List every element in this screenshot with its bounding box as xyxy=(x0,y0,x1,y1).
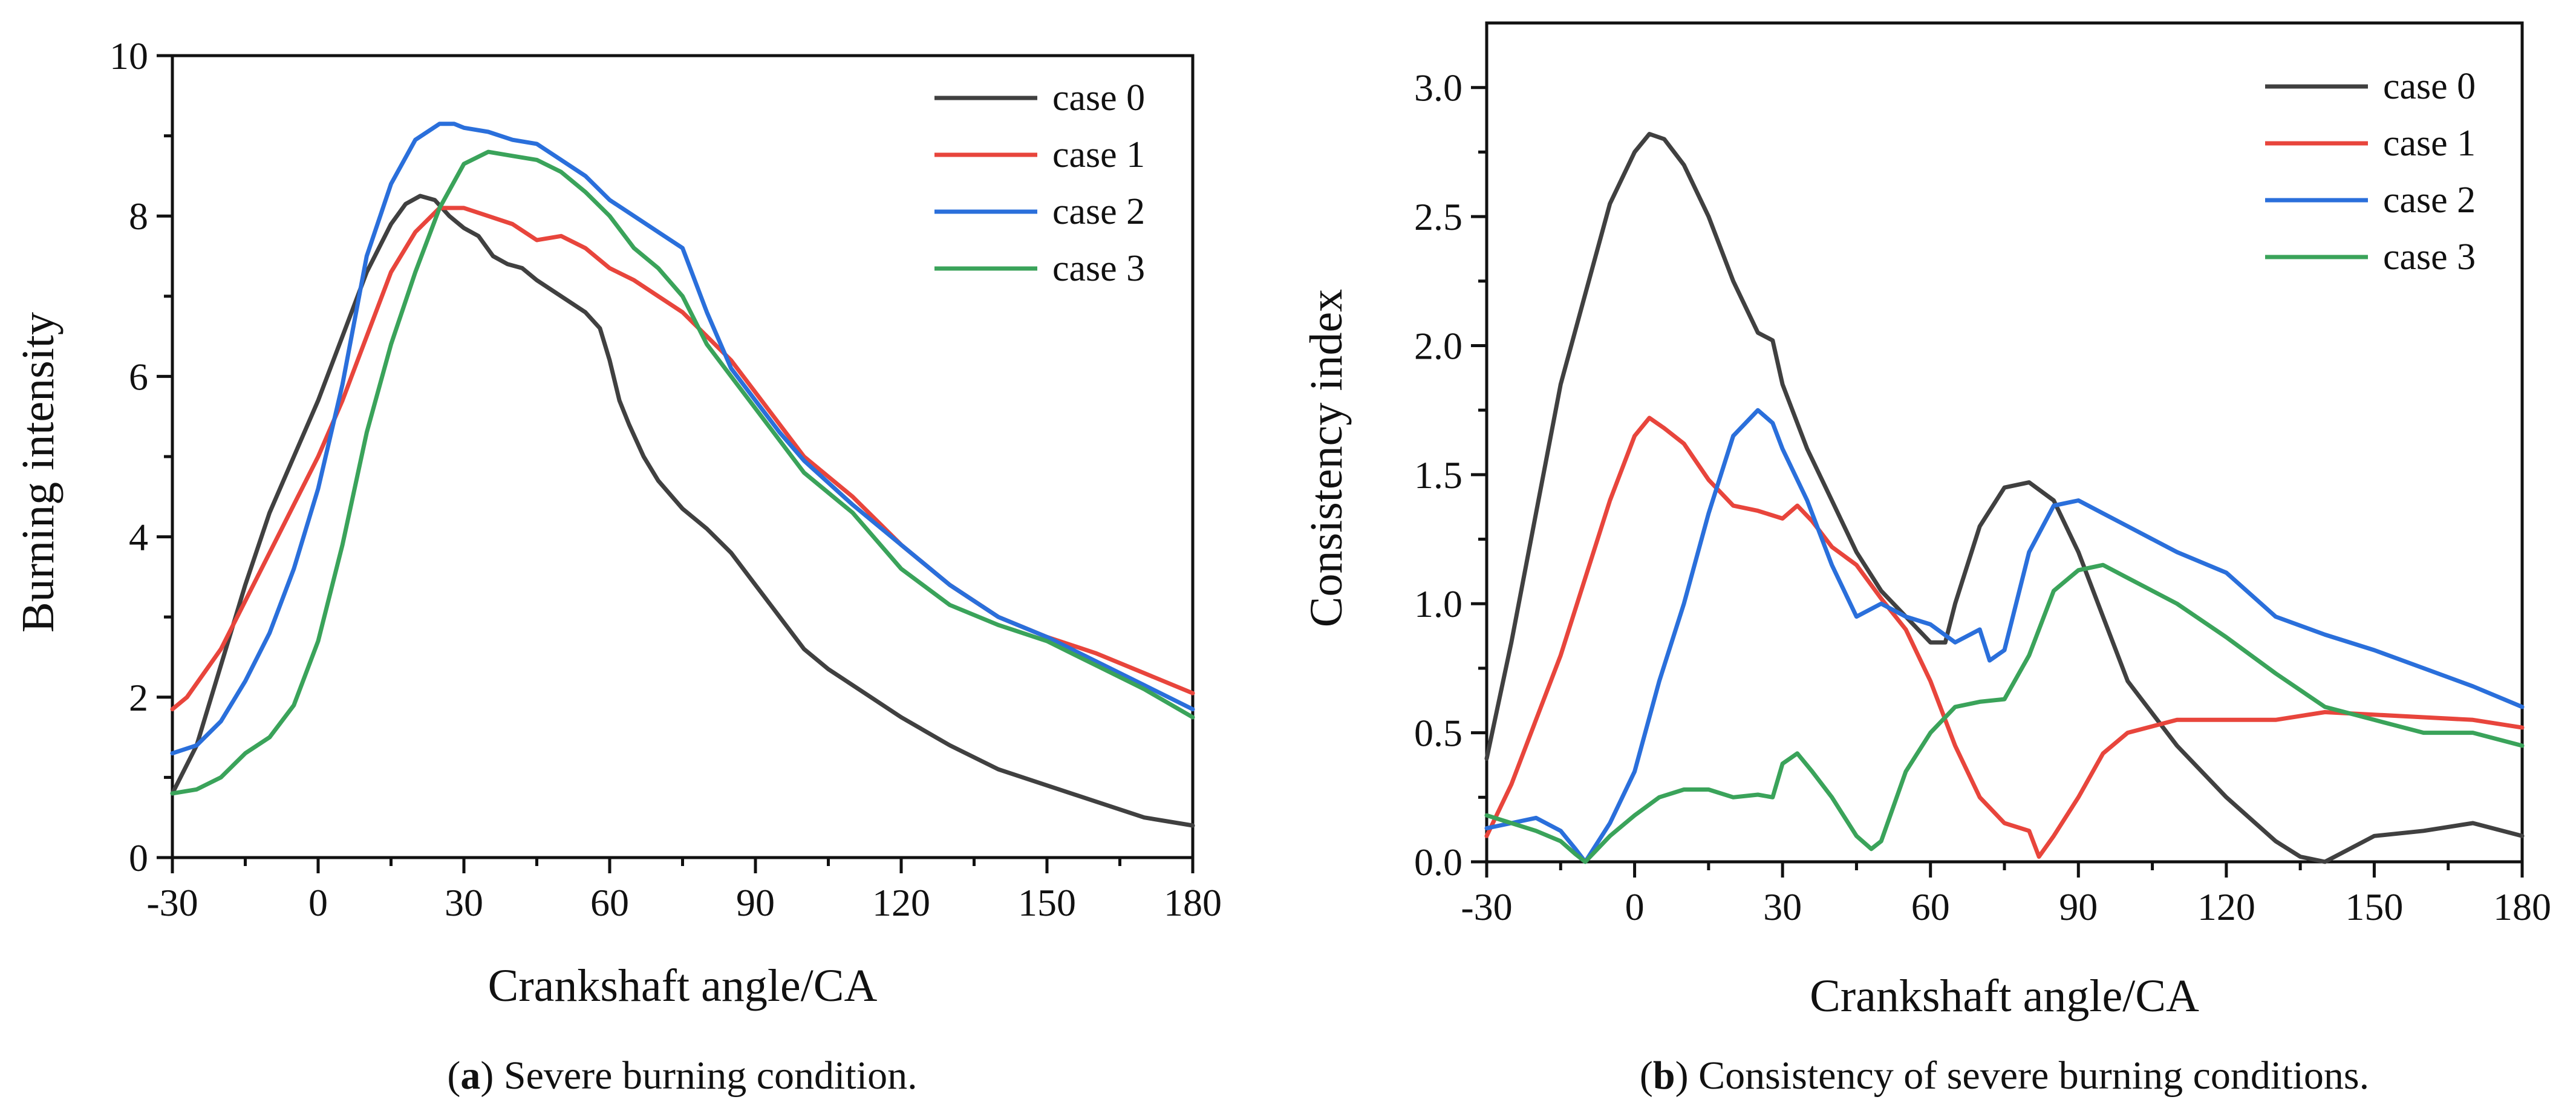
y-tick-label: 8 xyxy=(129,195,148,238)
y-tick-label: 0.0 xyxy=(1414,841,1462,884)
caption-letter: a xyxy=(460,1054,480,1098)
x-axis-title: Crankshaft angle/CA xyxy=(488,960,878,1011)
y-tick-label: 4 xyxy=(129,516,148,559)
legend-label: case 0 xyxy=(1052,77,1145,119)
x-tick-label: -30 xyxy=(146,881,198,924)
legend-label: case 3 xyxy=(1052,248,1145,289)
series-line-case-2 xyxy=(1484,408,2525,864)
x-tick-label: 0 xyxy=(308,881,328,924)
caption-open-paren: ( xyxy=(447,1054,460,1098)
legend-label: case 2 xyxy=(1052,191,1145,232)
x-tick-label: 30 xyxy=(445,881,483,924)
legend-label: case 0 xyxy=(2383,66,2476,107)
caption-text: ) Severe burning condition. xyxy=(480,1054,917,1098)
y-tick-label: 6 xyxy=(129,355,148,398)
y-tick-label: 2.0 xyxy=(1414,324,1462,367)
x-tick-label: 90 xyxy=(2059,885,2098,928)
legend: case 0 case 1 case 2 case 3 xyxy=(934,77,1145,289)
x-axis-title: Crankshaft angle/CA xyxy=(1810,971,2199,1021)
series-line-case-3 xyxy=(1484,562,2525,864)
x-tick-label: 120 xyxy=(872,881,930,924)
x-tick-label: 60 xyxy=(590,881,629,924)
legend-label: case 1 xyxy=(2383,123,2476,164)
x-tick-label: 90 xyxy=(736,881,775,924)
y-tick-label: 3.0 xyxy=(1414,67,1462,109)
x-tick-label: 30 xyxy=(1763,885,1802,928)
y-tick-label: 10 xyxy=(109,34,148,77)
x-tick-label: -30 xyxy=(1461,885,1512,928)
y-axis-title: Burning intensity xyxy=(13,312,64,633)
x-tick-label: 150 xyxy=(2345,885,2403,928)
x-tick-label: 150 xyxy=(1018,881,1076,924)
series-line-case-3 xyxy=(170,149,1195,796)
legend-label: case 1 xyxy=(1052,134,1145,175)
x-tick-label: 60 xyxy=(1911,885,1950,928)
legend: case 0 case 1 case 2 case 3 xyxy=(2265,66,2476,278)
series-line-case-2 xyxy=(170,122,1195,756)
y-tick-label: 1.5 xyxy=(1414,454,1462,497)
y-tick-label: 2 xyxy=(129,676,148,719)
y-tick-label: 0 xyxy=(129,836,148,879)
series-line-case-0 xyxy=(170,194,1195,828)
x-tick-label: 0 xyxy=(1625,885,1645,928)
caption-open-paren: ( xyxy=(1640,1054,1653,1098)
caption-letter: b xyxy=(1653,1054,1675,1098)
caption-text: ) Consistency of severe burning conditio… xyxy=(1675,1054,2369,1098)
series-line-case-0 xyxy=(1484,132,2525,864)
figure-caption: (b) Consistency of severe burning condit… xyxy=(1640,1054,2369,1098)
plot-frame xyxy=(1485,21,2524,864)
figure-caption: (a) Severe burning condition. xyxy=(447,1054,917,1098)
panel-b: -30 0 30 60 90 120 150 180 0.0 0.5 1.0 1.5 2.0 2.5 3.0… xyxy=(1301,21,2551,1098)
y-tick-label: 0.5 xyxy=(1414,712,1462,755)
legend-label: case 3 xyxy=(2383,236,2476,278)
x-tick-label: 180 xyxy=(2493,885,2551,928)
series-line-case-1 xyxy=(1484,415,2525,859)
y-tick-label: 2.5 xyxy=(1414,195,1462,238)
legend-label: case 2 xyxy=(2383,180,2476,221)
x-tick-label: 180 xyxy=(1164,881,1222,924)
y-axis-title: Consistency index xyxy=(1301,289,1352,627)
y-tick-label: 1.0 xyxy=(1414,582,1462,625)
x-tick-label: 120 xyxy=(2197,885,2255,928)
